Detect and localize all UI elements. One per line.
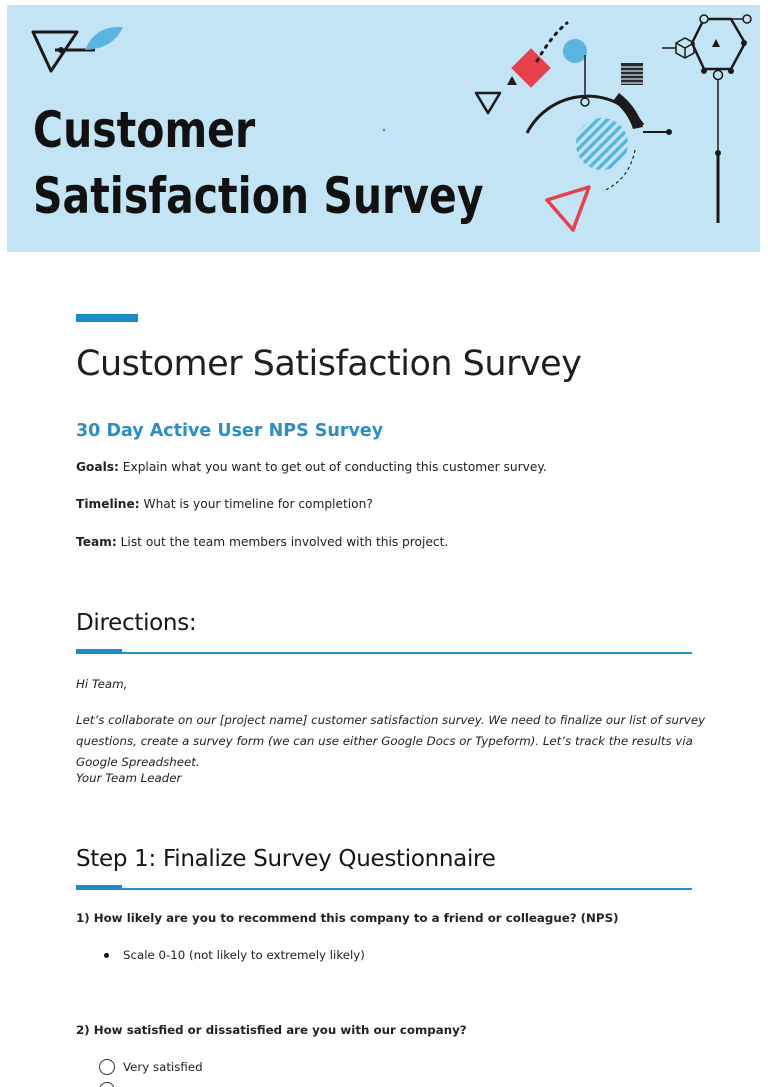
list-item: Scale 0-10 (not likely to extremely like… <box>104 948 365 962</box>
directions-body: Let’s collaborate on our [project name] … <box>76 713 706 769</box>
title-accent-bar <box>76 314 138 322</box>
directions-rule <box>76 652 692 654</box>
directions-heading: Directions: <box>76 610 197 636</box>
header-banner: Customer Satisfaction Survey <box>7 5 760 252</box>
goals-line: Goals: Explain what you want to get out … <box>76 460 547 474</box>
directions-greeting: Hi Team, <box>76 677 128 691</box>
radio-option-2[interactable] <box>99 1082 123 1087</box>
radio-button[interactable] <box>99 1059 115 1075</box>
team-text: List out the team members involved with … <box>116 535 449 549</box>
question-2: 2) How satisfied or dissatisfied are you… <box>76 1023 467 1037</box>
geometric-decoration <box>31 14 752 232</box>
team-label: Team: <box>76 535 117 549</box>
timeline-label: Timeline: <box>76 497 140 511</box>
step1-rule <box>76 888 692 890</box>
timeline-text: What is your timeline for completion? <box>139 497 373 511</box>
directions-rule-accent <box>76 649 122 654</box>
directions-signoff: Your Team Leader <box>76 771 182 785</box>
bullet-text: Scale 0-10 (not likely to extremely like… <box>123 948 365 962</box>
banner-title-line2: Satisfaction Survey <box>33 167 484 225</box>
step1-heading: Step 1: Finalize Survey Questionnaire <box>76 846 496 872</box>
team-line: Team: List out the team members involved… <box>76 535 448 549</box>
goals-label: Goals: <box>76 460 119 474</box>
goals-text: Explain what you want to get out of cond… <box>118 460 547 474</box>
banner-title-line1: Customer <box>33 101 256 159</box>
document-title: Customer Satisfaction Survey <box>76 344 582 384</box>
banner-title: Customer Satisfaction Survey <box>33 97 484 229</box>
radio-button[interactable] <box>99 1082 115 1087</box>
step1-rule-accent <box>76 885 122 890</box>
question-1: 1) How likely are you to recommend this … <box>76 911 619 925</box>
radio-option-very-satisfied[interactable]: Very satisfied <box>99 1059 203 1075</box>
document-subtitle: 30 Day Active User NPS Survey <box>76 421 384 441</box>
timeline-line: Timeline: What is your timeline for comp… <box>76 497 373 511</box>
radio-label: Very satisfied <box>123 1060 203 1074</box>
bullet-icon <box>104 952 109 958</box>
